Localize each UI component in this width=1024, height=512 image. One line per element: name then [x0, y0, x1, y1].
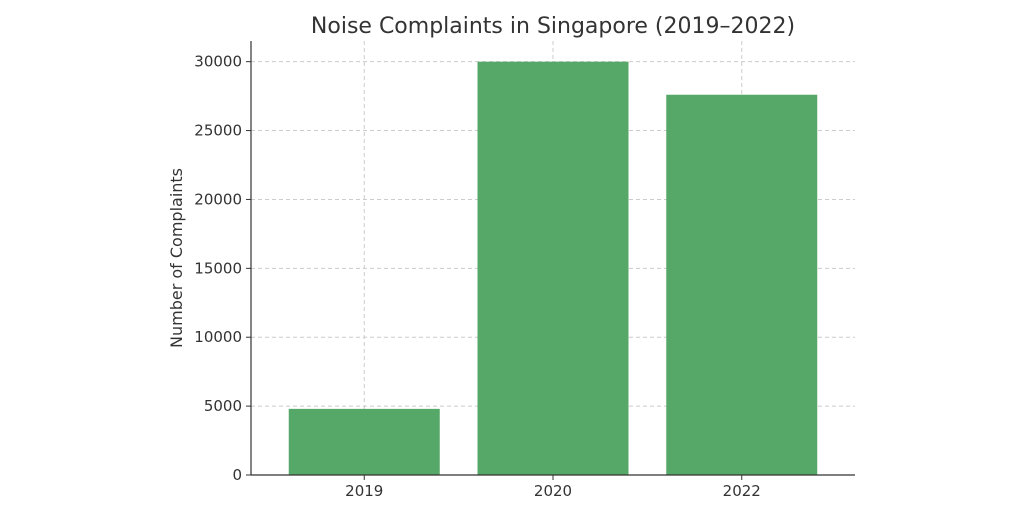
chart-title: Noise Complaints in Singapore (2019–2022…	[311, 14, 795, 39]
x-tick-label: 2020	[534, 482, 572, 500]
axes	[246, 41, 855, 480]
bars	[288, 61, 818, 476]
y-tick-label: 30000	[194, 53, 242, 71]
y-tick-label: 20000	[194, 190, 242, 208]
x-tick-label: 2022	[723, 482, 761, 500]
y-tick-label: 25000	[194, 122, 242, 140]
y-tick-label: 10000	[194, 328, 242, 346]
y-tick-label: 0	[232, 466, 242, 484]
y-tick-label: 15000	[194, 259, 242, 277]
y-tick-label: 5000	[204, 397, 242, 415]
bar-2022	[666, 94, 818, 475]
bar-2020	[477, 61, 629, 476]
tick-labels: 0 5000 10000 15000 20000 25000 30000 2019 2020 20…	[194, 53, 761, 500]
y-axis-label: Number of Complaints	[167, 168, 186, 348]
bar-2019	[288, 408, 440, 475]
x-tick-label: 2019	[345, 482, 383, 500]
